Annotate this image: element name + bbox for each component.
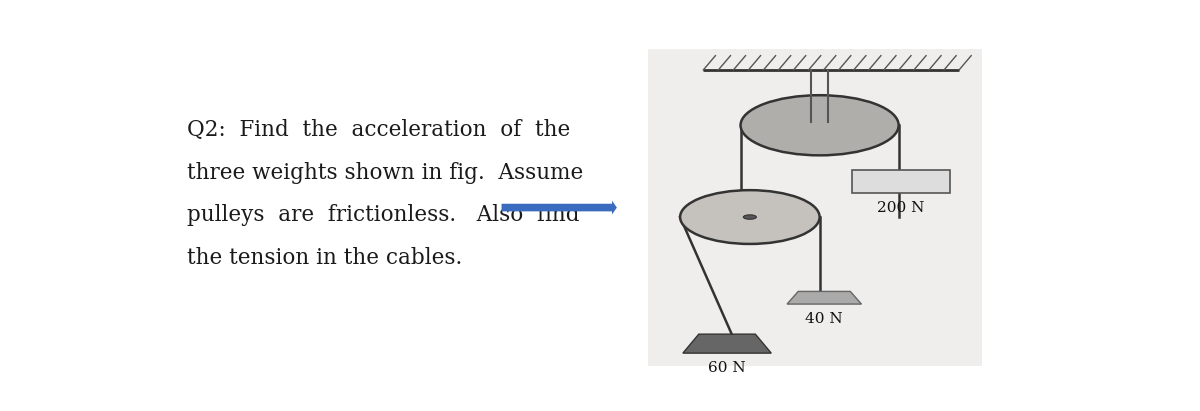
Text: 200 N: 200 N [877, 201, 925, 215]
Ellipse shape [680, 190, 820, 244]
Bar [852, 170, 950, 193]
Text: three weights shown in fig.  Assume: three weights shown in fig. Assume [187, 162, 583, 184]
Text: Q2:  Find  the  acceleration  of  the: Q2: Find the acceleration of the [187, 119, 570, 141]
Polygon shape [683, 334, 772, 353]
Text: 40 N: 40 N [805, 312, 844, 326]
Ellipse shape [740, 95, 899, 155]
Text: the tension in the cables.: the tension in the cables. [187, 247, 462, 269]
Bar [648, 49, 983, 366]
Text: 60 N: 60 N [708, 361, 746, 375]
Text: pulleys  are  frictionless.   Also  find: pulleys are frictionless. Also find [187, 204, 580, 226]
Polygon shape [787, 291, 862, 304]
Circle shape [743, 215, 756, 219]
